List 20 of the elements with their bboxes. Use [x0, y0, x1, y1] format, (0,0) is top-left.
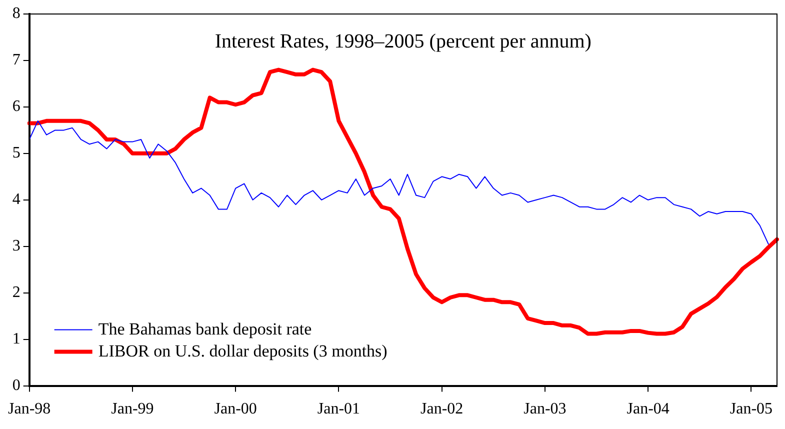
x-tick-label: Jan-98 [8, 400, 51, 418]
legend-label: The Bahamas bank deposit rate [98, 319, 312, 338]
y-tick-label: 6 [12, 98, 20, 116]
x-tick-label: Jan-00 [214, 400, 257, 418]
y-tick-label: 8 [12, 5, 20, 22]
legend-label: LIBOR on U.S. dollar deposits (3 months) [98, 341, 388, 360]
x-tick-label: Jan-01 [317, 400, 360, 418]
y-tick-label: 7 [12, 52, 20, 69]
y-tick-label: 0 [12, 377, 20, 394]
y-tick-label: 1 [12, 330, 20, 348]
y-tick-label: 3 [12, 238, 20, 255]
text: Interest Rates, 1998–2005 (percent per annum) [214, 30, 592, 52]
y-tick-label: 2 [12, 284, 20, 302]
x-tick-label: Jan-02 [420, 400, 464, 418]
x-tick-label: Jan-05 [730, 400, 773, 418]
x-tick-label: Jan-99 [111, 400, 154, 418]
y-tick-label: 4 [12, 191, 20, 208]
x-tick-label: Jan-03 [524, 400, 566, 418]
y-tick-label: 5 [12, 144, 20, 162]
x-tick-label: Jan-04 [626, 400, 670, 418]
